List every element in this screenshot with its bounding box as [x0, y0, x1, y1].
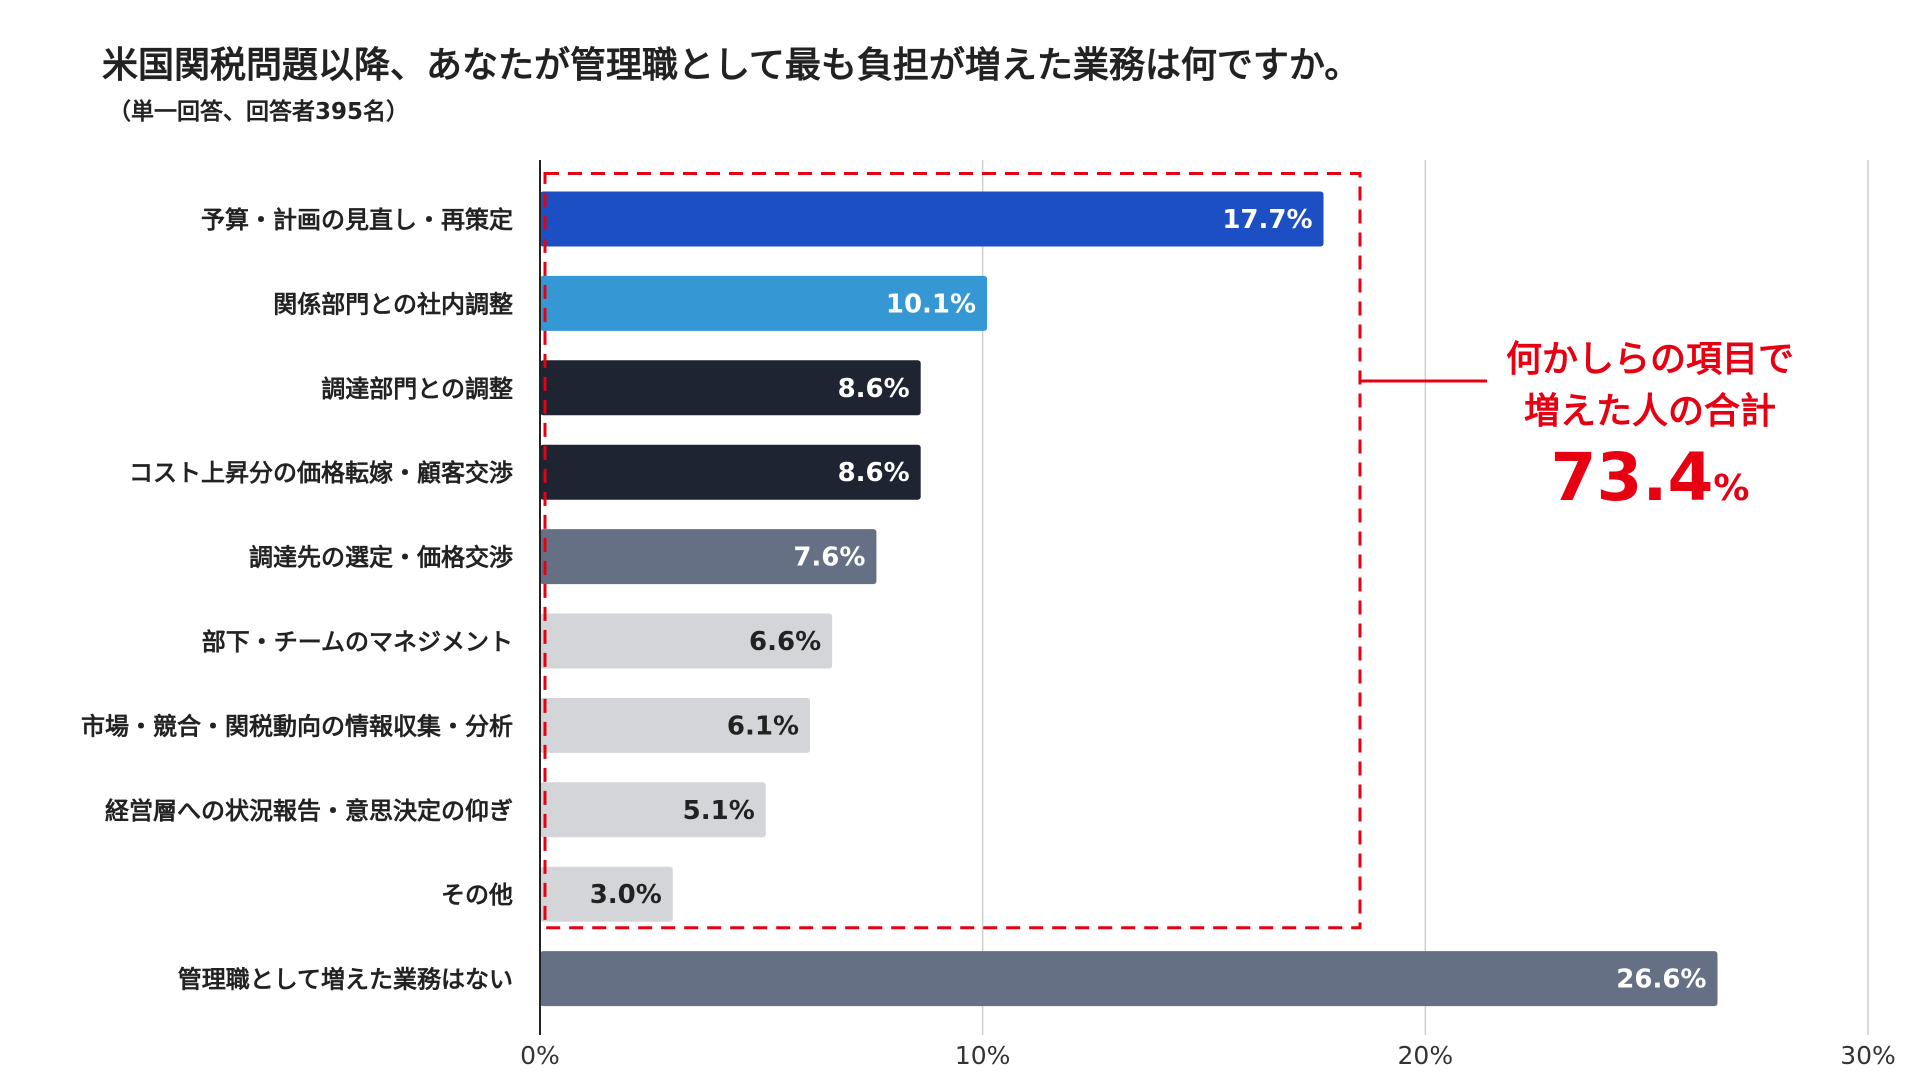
- annotation-total: 73.4%: [1551, 439, 1750, 516]
- category-label: その他: [441, 881, 513, 909]
- annotation-text-line2: 増えた人の合計: [1524, 391, 1776, 432]
- value-label: 8.6%: [838, 374, 910, 404]
- category-label: 調達先の選定・価格交渉: [249, 544, 513, 572]
- annotation-group: 何かしらの項目で 増えた人の合計 73.4%: [543, 172, 1794, 930]
- value-label: 17.7%: [1222, 205, 1312, 235]
- bar: [540, 782, 766, 838]
- value-label: 6.6%: [749, 627, 821, 657]
- category-label: 関係部門との社内調整: [273, 290, 513, 318]
- category-label: 部下・チームのマネジメント: [202, 628, 513, 656]
- x-tick-label: 30%: [1840, 1041, 1896, 1070]
- value-label: 8.6%: [838, 458, 910, 488]
- value-label: 10.1%: [886, 289, 976, 319]
- annotation-text-line1: 何かしらの項目で: [1506, 339, 1794, 380]
- value-label: 26.6%: [1616, 965, 1706, 995]
- bar: [540, 951, 1718, 1007]
- category-label: 管理職として増えた業務はない: [178, 966, 513, 994]
- chart-title: 米国関税問題以降、あなたが管理職として最も負担が増えた業務は何ですか。: [102, 45, 1361, 86]
- bar: [540, 275, 988, 331]
- value-label: 7.6%: [793, 543, 865, 573]
- category-label: コスト上昇分の価格転嫁・顧客交渉: [129, 459, 513, 487]
- bar: [540, 191, 1324, 247]
- bar: [540, 866, 673, 922]
- x-tick-label: 10%: [955, 1041, 1011, 1070]
- bar: [540, 529, 877, 585]
- value-label: 6.1%: [727, 711, 799, 741]
- category-label: 予算・計画の見直し・再策定: [201, 206, 513, 234]
- bar: [540, 697, 811, 753]
- chart-subtitle: （単一回答、回答者395名）: [108, 99, 410, 125]
- gridlines: 0% 10% 20% 30%: [520, 160, 1896, 1070]
- x-tick-label: 20%: [1398, 1041, 1454, 1070]
- bar: [540, 360, 921, 416]
- annotation-total-unit: %: [1713, 468, 1749, 509]
- bar: [540, 444, 921, 500]
- annotation-dashed-box: [543, 172, 1362, 930]
- bars: 予算・計画の見直し・再策定 17.7% 関係部門との社内調整 10.1% 調達部門との調…: [81, 191, 1718, 1007]
- x-tick-label: 0%: [520, 1041, 560, 1070]
- value-label: 5.1%: [683, 796, 755, 826]
- category-label: 経営層への状況報告・意思決定の仰ぎ: [105, 797, 513, 825]
- category-label: 調達部門との調整: [321, 375, 513, 403]
- category-label: 市場・競合・関税動向の情報収集・分析: [81, 712, 513, 740]
- bar: [540, 613, 833, 669]
- annotation-total-value: 73.4: [1551, 439, 1714, 516]
- value-label: 3.0%: [590, 880, 662, 910]
